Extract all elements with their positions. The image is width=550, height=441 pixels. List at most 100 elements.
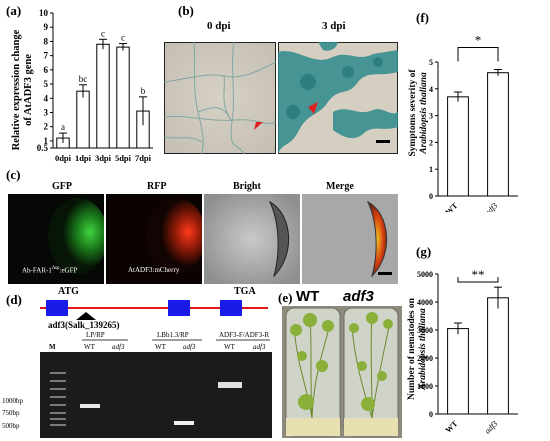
arrowhead-0dpi — [254, 122, 263, 130]
chart-a-bar-1 — [76, 90, 90, 149]
chart-a-category-2: 3dpi — [95, 153, 112, 163]
tga-label: TGA — [234, 286, 256, 297]
chart-f-ytick-label-2: 2 — [429, 138, 433, 147]
chart-f-ytick-label-1: 1 — [429, 165, 433, 174]
gel-band-lbb-adf3 — [174, 421, 194, 425]
chart-a-ytick-label-10: 10 — [39, 8, 49, 18]
chart-g: 0 1000 2000 3000 4000 5000 WT adf3 ** — [417, 267, 518, 435]
panel-b-title-0dpi: 0 dpi — [207, 20, 231, 32]
chart-a-letter-1: bc — [79, 74, 88, 84]
lane-label-5: WT — [224, 343, 235, 351]
chart-a: 0.51 2 3 4 5 6 7 8 9 10 a 0dpi bc 1dpi c 3dpi c 5dpi b 7dpi — [37, 8, 153, 163]
chart-g-ytick-label-2: 2000 — [417, 354, 433, 363]
lane-marker-label: M — [49, 343, 56, 351]
lane-label-2: adf3 — [112, 343, 125, 351]
chart-a-letter-4: b — [141, 86, 146, 96]
chart-a-ytick-label-3: 3 — [44, 107, 49, 117]
chart-a-ytick-label-4: 4 — [44, 93, 49, 103]
micrograph-bright — [204, 194, 300, 284]
mutant-label: adf3(Salk_139265) — [48, 320, 120, 330]
chart-a-ytick-label-6: 6 — [44, 65, 49, 75]
panel-label-d: (d) — [6, 292, 22, 307]
gel-band-adf3-wt — [218, 382, 242, 388]
chart-g-bar-1 — [487, 297, 509, 415]
gel-band-lp-rp-wt — [80, 404, 100, 408]
caption-gfp: Ab-FAR-1Δsp:eGFP — [22, 266, 78, 275]
lane-label-1: WT — [84, 343, 95, 351]
panel-label-a: (a) — [6, 3, 22, 18]
plant-photo — [282, 306, 402, 438]
panel-c-title-bright: Bright — [233, 181, 261, 192]
chart-g-ytick-label-1: 1000 — [417, 382, 433, 391]
chart-a-bar-3 — [116, 46, 130, 149]
chart-g-category-0: WT — [444, 419, 460, 435]
chart-a-category-3: 5dpi — [115, 153, 132, 163]
chart-a-ytick-label-2: 2 — [44, 122, 49, 132]
chart-g-category-1: adf3 — [483, 419, 499, 435]
panel-c-title-gfp: GFP — [52, 181, 72, 192]
lane-label-3: WT — [155, 343, 166, 351]
panel-label-e: (e) — [278, 290, 293, 305]
ladder-750bp: 750bp — [2, 409, 20, 417]
micrograph-gfp — [8, 194, 104, 284]
chart-f-significance-mark: * — [475, 33, 482, 48]
chart-a-ytick-label-1: 1 — [44, 136, 49, 146]
group-label-1: LP/RP — [86, 331, 105, 339]
lane-label-4: adf3 — [183, 343, 196, 351]
arrowhead-3dpi — [308, 102, 318, 114]
gel-image — [40, 352, 272, 438]
chart-g-ytick-label-5: 5000 — [417, 270, 433, 279]
chart-f-significance-bracket — [457, 47, 499, 62]
chart-f-category-1: adf3 — [483, 201, 499, 212]
micrograph-merge — [302, 194, 398, 284]
chart-g-ytick-label-0: 0 — [429, 410, 433, 419]
chart-f-bar-0 — [447, 96, 469, 197]
chart-g-significance-bracket — [457, 277, 499, 283]
ladder-500bp: 500bp — [2, 422, 20, 430]
panel-e-wt-label: WT — [296, 288, 320, 305]
panel-c-title-merge: Merge — [326, 181, 354, 192]
chart-a-category-4: 7dpi — [135, 153, 152, 163]
group-label-2: LBb1.3/RP — [157, 331, 189, 339]
chart-a-letter-2: c — [101, 28, 105, 38]
panel-label-c: (c) — [6, 167, 21, 182]
chart-a-bar-2 — [96, 43, 110, 149]
tdna-insertion-marker — [76, 312, 96, 320]
micrograph-0dpi — [164, 42, 276, 154]
chart-a-letter-3: c — [121, 33, 125, 43]
panel-label-g: (g) — [416, 244, 432, 259]
chart-a-ytick-label-7: 7 — [44, 51, 49, 61]
group-underlines — [82, 339, 270, 341]
chart-a-category-0: 0dpi — [55, 153, 72, 163]
chart-f-bar-1 — [487, 72, 509, 197]
caption-rfp: AtADF3:mCherry — [128, 266, 180, 274]
chart-f-category-0: WT — [444, 201, 460, 212]
chart-a-letter-0: a — [61, 122, 65, 132]
chart-g-significance-mark: ** — [472, 267, 485, 282]
chart-f-ytick-label-4: 4 — [429, 85, 433, 94]
chart-a-ytick-label-5: 5 — [44, 79, 49, 89]
chart-f: 0 1 2 3 4 5 WT adf3 * — [429, 33, 518, 212]
chart-a-ytick-label-8: 8 — [44, 36, 49, 46]
panel-label-b: (b) — [178, 3, 194, 18]
chart-f-ytick-label-3: 3 — [429, 112, 433, 121]
chart-a-ytick-label-9: 9 — [44, 22, 49, 32]
panel-b-title-3dpi: 3 dpi — [322, 20, 346, 32]
panel-label-f: (f) — [416, 10, 429, 25]
chart-g-ytick-label-3: 3000 — [417, 326, 433, 335]
chart-a-category-1: 1dpi — [75, 153, 92, 163]
chart-a-ytick-label-0: 0.5 — [37, 143, 49, 153]
atg-label: ATG — [58, 286, 79, 297]
panel-c-title-rfp: RFP — [147, 181, 167, 192]
micrograph-rfp — [106, 194, 202, 284]
chart-g-ytick-label-4: 4000 — [417, 298, 433, 307]
scale-bar-c — [378, 272, 392, 275]
scale-bar-b — [376, 140, 390, 143]
chart-g-bar-0 — [447, 328, 469, 415]
micrograph-3dpi — [278, 42, 398, 154]
group-label-3: ADF3-F/ADF3-R — [219, 331, 270, 339]
gene-structure — [40, 300, 268, 320]
chart-f-ytick-label-5: 5 — [429, 58, 433, 67]
chart-f-ytick-label-0: 0 — [429, 192, 433, 201]
ladder-1000bp: 1000bp — [2, 397, 23, 405]
